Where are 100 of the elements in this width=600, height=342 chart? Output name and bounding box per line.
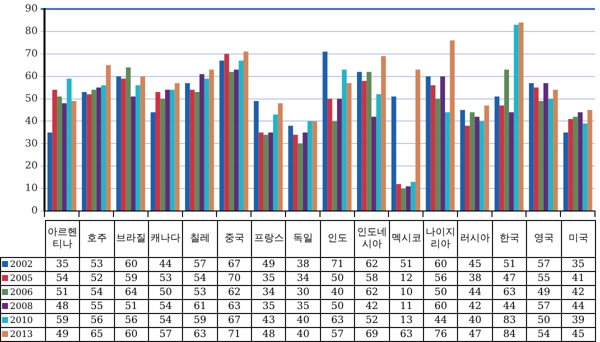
data-label: 64: [114, 286, 148, 300]
bar: [342, 70, 347, 210]
data-label: 40: [458, 314, 492, 328]
bar: [194, 92, 200, 210]
data-label: 57: [182, 258, 218, 272]
data-label: 44: [561, 300, 596, 314]
bar: [62, 103, 67, 210]
data-label: 56: [80, 314, 114, 328]
bar: [185, 83, 190, 210]
x-tick-label: 한국: [492, 220, 527, 258]
data-label: 84: [492, 328, 527, 342]
data-label: 44: [424, 314, 458, 328]
data-label: 63: [217, 300, 252, 314]
data-label: 60: [114, 328, 148, 342]
data-label: 53: [182, 286, 218, 300]
y-tick-label: 50: [24, 93, 38, 104]
bar: [366, 72, 372, 210]
bar: [278, 103, 283, 210]
bar: [484, 106, 490, 210]
bar: [302, 132, 308, 210]
bar: [401, 188, 406, 210]
data-label: 54: [148, 314, 183, 328]
y-tick-label: 30: [24, 138, 38, 150]
bar: [199, 74, 204, 210]
bar: [543, 83, 548, 210]
data-label: 55: [80, 300, 114, 314]
bar: [322, 52, 328, 210]
data-label: 63: [492, 286, 527, 300]
data-label: 34: [252, 286, 286, 300]
data-label: 13: [389, 314, 424, 328]
x-tick-label: 나이지리아: [424, 220, 458, 258]
bar: [474, 116, 480, 210]
data-label: 62: [354, 258, 390, 272]
data-label: 62: [217, 286, 252, 300]
bar: [587, 110, 592, 210]
data-label: 59: [114, 272, 148, 286]
data-label: 40: [286, 314, 320, 328]
data-label: 59: [182, 314, 218, 328]
data-label: 54: [45, 272, 80, 286]
data-label: 51: [389, 258, 424, 272]
bar: [258, 132, 264, 210]
data-label: 35: [286, 300, 320, 314]
bar: [572, 116, 578, 210]
x-tick-label: 캐나다: [148, 220, 183, 258]
bar: [494, 96, 500, 210]
bar: [96, 88, 102, 210]
bar: [86, 94, 92, 210]
data-label: 50: [320, 300, 355, 314]
bar: [238, 60, 244, 210]
bar: [165, 90, 170, 210]
bar: [518, 22, 524, 210]
bar: [82, 92, 87, 210]
x-tick-label: 러시아: [458, 220, 492, 258]
data-label: 45: [458, 258, 492, 272]
data-label: 55: [526, 272, 562, 286]
bar: [440, 76, 446, 210]
bar: [190, 90, 195, 210]
data-label: 42: [354, 300, 390, 314]
legend-label: 2005: [0, 272, 46, 286]
x-tick-label: 아르헨티나: [45, 220, 80, 258]
data-label: 54: [148, 300, 183, 314]
bar: [381, 56, 386, 210]
bar: [460, 110, 465, 210]
bar: [288, 126, 294, 210]
bar: [47, 132, 52, 210]
data-label: 69: [354, 328, 390, 342]
data-label: 63: [182, 328, 218, 342]
bar: [509, 112, 514, 210]
data-label: 50: [320, 272, 355, 286]
data-label: 54: [80, 286, 114, 300]
bar: [307, 121, 312, 210]
bar: [130, 96, 136, 210]
bar: [415, 70, 420, 210]
data-label: 51: [114, 300, 148, 314]
bar: [57, 96, 62, 210]
x-tick-label: 칠레: [182, 220, 218, 258]
data-label: 40: [320, 286, 355, 300]
data-label: 56: [114, 314, 148, 328]
bar: [357, 72, 362, 210]
bar: [224, 54, 230, 210]
bar: [209, 70, 214, 210]
data-label: 61: [182, 300, 218, 314]
data-label: 38: [286, 258, 320, 272]
bar: [263, 134, 268, 210]
data-label: 44: [148, 258, 183, 272]
bar: [514, 24, 519, 210]
bar: [563, 132, 568, 210]
x-tick-label: 인도네시아: [354, 220, 390, 258]
bar: [92, 90, 96, 210]
data-label: 54: [526, 328, 562, 342]
bar: [101, 85, 106, 210]
data-label: 53: [148, 272, 183, 286]
bar: [170, 90, 175, 210]
bar: [273, 114, 278, 210]
data-label: 30: [286, 286, 320, 300]
bar: [362, 80, 367, 210]
y-tick-label: 10: [24, 183, 38, 194]
data-label: 51: [45, 286, 80, 300]
bar: [406, 186, 411, 210]
bar: [578, 112, 583, 210]
